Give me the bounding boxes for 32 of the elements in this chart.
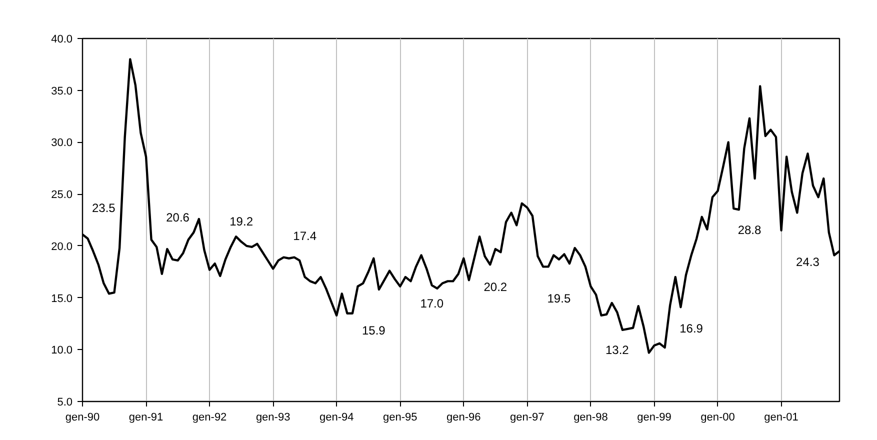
x-tick-label: gen-90	[65, 412, 100, 424]
annotation: 16.9	[680, 321, 704, 336]
annotation: 24.3	[796, 254, 820, 269]
annotation: 23.5	[92, 201, 116, 216]
x-tick-label: gen-94	[319, 412, 354, 424]
x-tick-label: gen-93	[256, 412, 290, 424]
x-tick-label: gen-01	[764, 412, 798, 424]
y-tick-label: 10.0	[51, 344, 73, 357]
x-tick-label: gen-97	[510, 412, 544, 424]
x-tick-label: gen-98	[574, 412, 608, 424]
x-tick-label: gen-99	[637, 412, 672, 424]
x-tick-label: gen-95	[382, 412, 418, 424]
x-tick-label: gen-92	[192, 412, 227, 424]
y-tick-label: 5.0	[57, 396, 73, 408]
y-tick-label: 35.0	[51, 85, 73, 98]
y-tick-label: 25.0	[51, 189, 73, 202]
x-tick-label: gen-91	[128, 412, 164, 424]
y-tick-label: 20.0	[51, 240, 73, 253]
annotation: 13.2	[605, 343, 630, 358]
annotation: 17.4	[293, 229, 317, 244]
annotation: 19.5	[547, 291, 571, 306]
annotation: 17.0	[420, 296, 444, 310]
annotation: 20.2	[484, 280, 508, 294]
annotation: 15.9	[362, 323, 386, 338]
annotation: 19.2	[230, 214, 254, 229]
x-tick-label: gen-00	[700, 412, 735, 424]
annotation: 28.8	[738, 222, 762, 237]
y-tick-label: 15.0	[51, 292, 73, 305]
y-tick-label: 30.0	[51, 137, 73, 150]
annotation: 20.6	[166, 210, 190, 224]
x-tick-label: gen-96	[446, 412, 481, 424]
y-tick-label: 40.0	[51, 34, 73, 46]
